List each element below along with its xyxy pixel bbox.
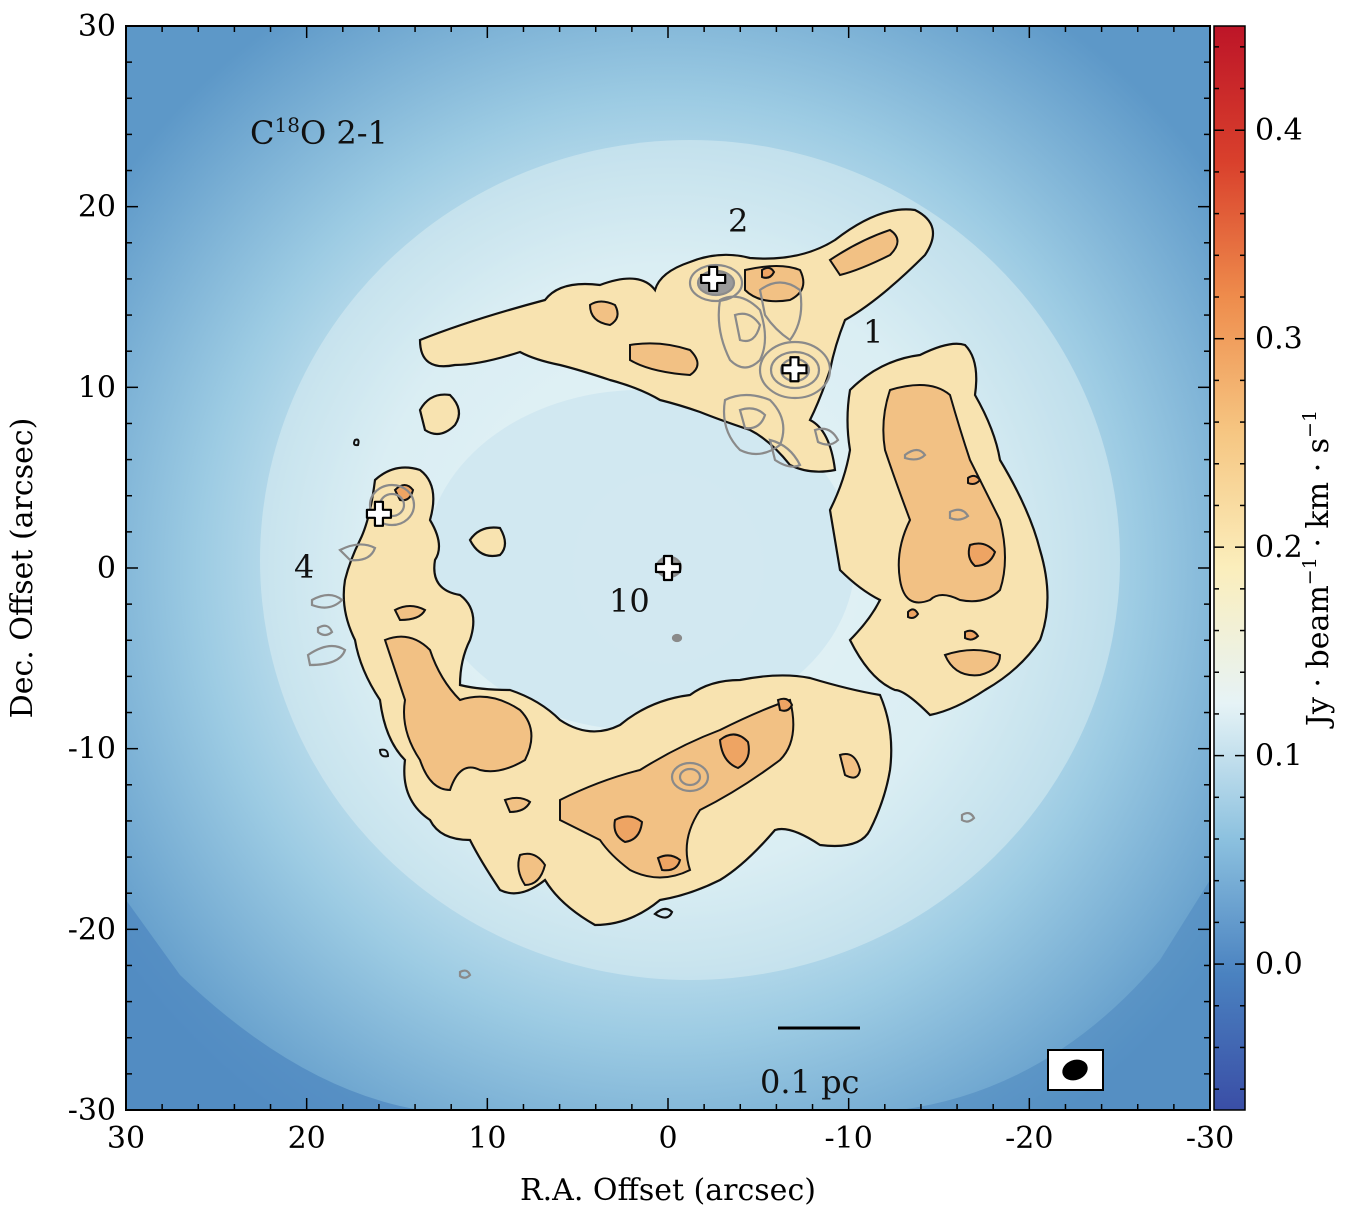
colorbar-axis: 0.0 0.1 0.2 0.3 0.4 xyxy=(1214,46,1303,1090)
colorbar-tick-label: 0.3 xyxy=(1255,322,1303,357)
colorbar xyxy=(1213,25,1246,1111)
source-label-4: 4 xyxy=(294,548,314,586)
x-tick-label: -30 xyxy=(1186,1121,1234,1156)
source-marker-10 xyxy=(654,554,682,582)
colorbar-tick-label: 0.2 xyxy=(1255,530,1303,565)
small-island-2 xyxy=(468,526,507,558)
y-tick-label: -30 xyxy=(68,1093,116,1128)
source-label-2: 2 xyxy=(728,202,748,240)
y-tick-label: 10 xyxy=(78,370,116,405)
colorbar-tick-label: 0.4 xyxy=(1255,113,1303,148)
title-main: C xyxy=(250,114,274,152)
east-arc-region xyxy=(342,466,893,927)
x-tick-label: 30 xyxy=(107,1121,145,1156)
y-axis: 30 20 10 0 -10 -20 -30 xyxy=(68,9,1210,1128)
x-axis: 30 20 10 0 -10 -20 -30 xyxy=(107,26,1234,1156)
small-island-1 xyxy=(418,393,461,436)
colorbar-tick-label: 0.1 xyxy=(1255,739,1303,774)
y-tick-label: 0 xyxy=(97,551,116,586)
x-tick-label: -10 xyxy=(825,1121,873,1156)
image-area: 1 2 4 10 C18O 2-1 0.1 pc xyxy=(126,26,1210,1110)
source-label-10: 10 xyxy=(609,582,650,620)
source-marker-1 xyxy=(781,356,808,383)
beam-box xyxy=(1047,1049,1104,1091)
title-sup: 18 xyxy=(274,113,299,137)
x-tick-label: 20 xyxy=(288,1121,326,1156)
x-tick-label: 10 xyxy=(468,1121,506,1156)
masked-corner xyxy=(126,900,420,1110)
colorbar-title: Jy · beam−1 · km · s−1 xyxy=(1299,410,1336,729)
masked-corner-right xyxy=(900,880,1210,1110)
beam-ellipse xyxy=(1062,1059,1088,1081)
y-tick-label: 20 xyxy=(78,190,116,225)
source-label-1: 1 xyxy=(863,313,883,351)
scale-bar-label: 0.1 pc xyxy=(760,1063,859,1101)
x-tick-label: -20 xyxy=(1005,1121,1053,1156)
source-markers xyxy=(365,265,808,582)
y-tick-label: -10 xyxy=(68,732,116,767)
small-island-3 xyxy=(653,907,674,919)
x-axis-title: R.A. Offset (arcsec) xyxy=(520,1173,816,1208)
colorbar-tick-label: 0.0 xyxy=(1255,947,1303,982)
y-tick-label: -20 xyxy=(68,912,116,947)
source-marker-2 xyxy=(700,265,727,293)
peak-contours xyxy=(393,266,997,872)
central-cavity xyxy=(425,390,855,730)
y-axis-title: Dec. Offset (arcsec) xyxy=(5,418,40,719)
source-marker-4 xyxy=(365,500,393,527)
x-tick-label: 0 xyxy=(658,1121,677,1156)
title-rest: O 2-1 xyxy=(300,114,388,152)
map-title: C18O 2-1 xyxy=(250,113,388,152)
y-tick-label: 30 xyxy=(78,9,116,44)
